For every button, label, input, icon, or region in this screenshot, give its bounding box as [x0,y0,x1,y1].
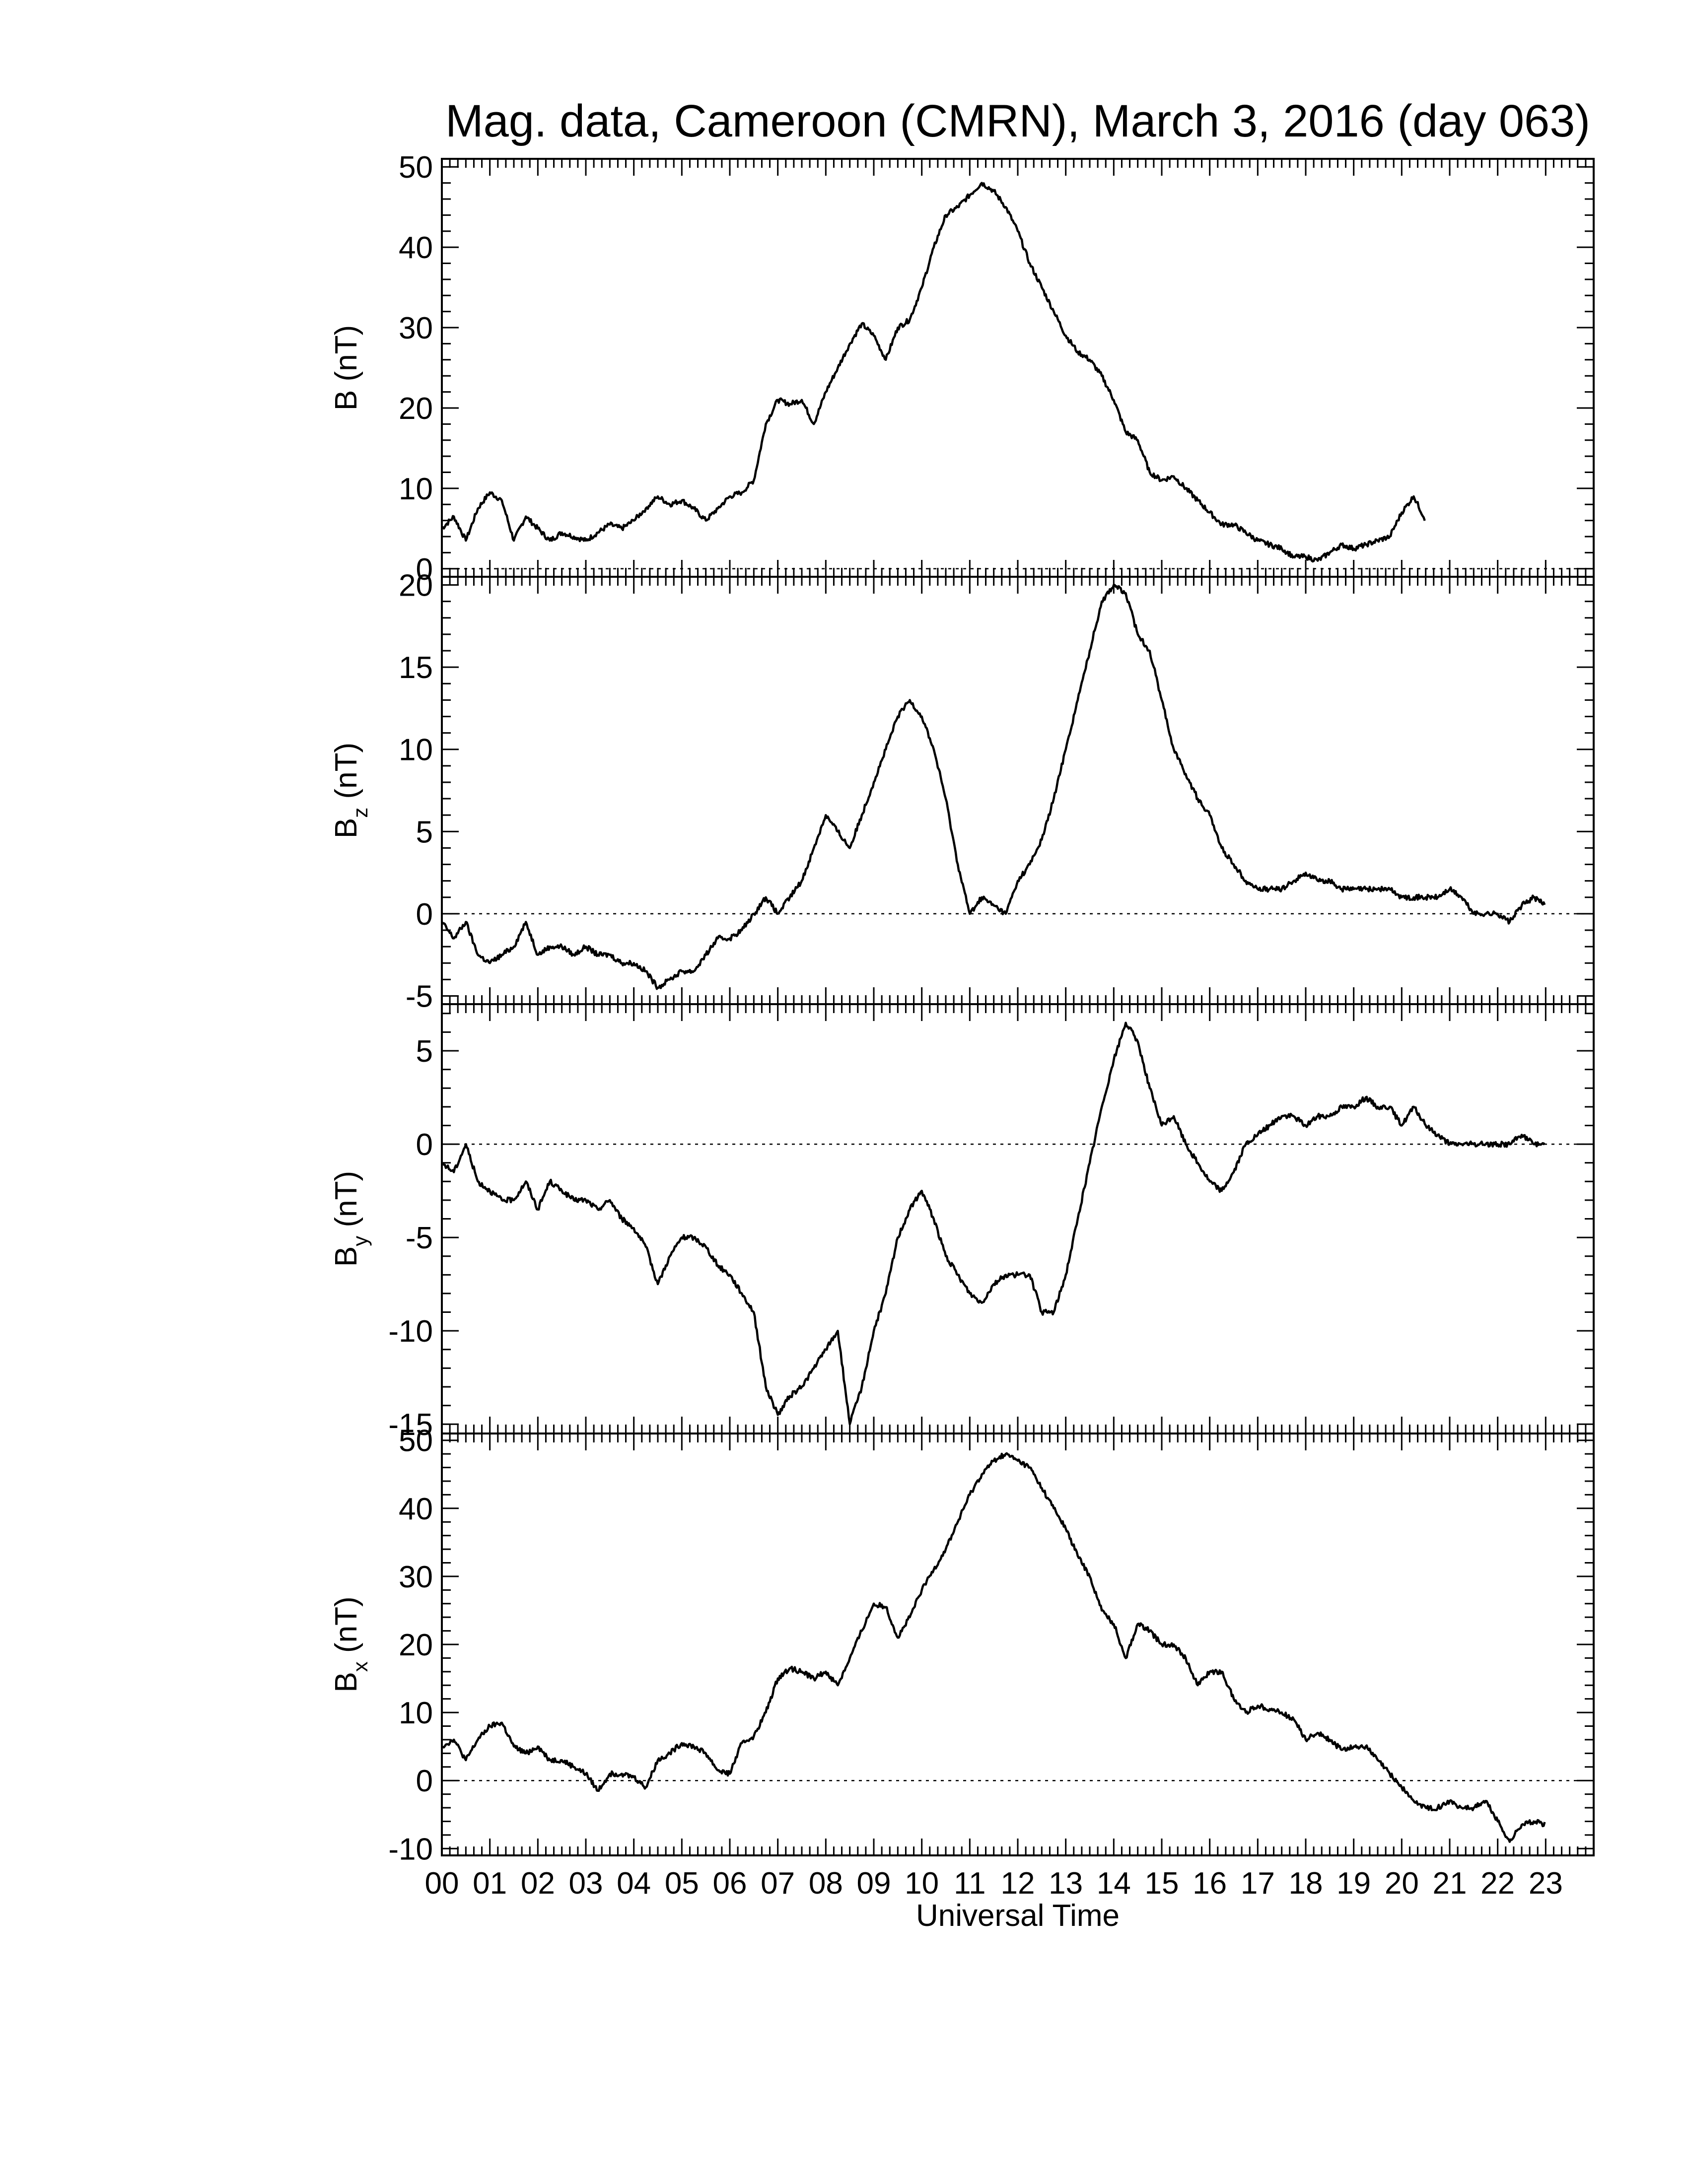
y-axis-label-main: B [329,818,363,838]
x-tick-label: 02 [521,1866,555,1901]
x-tick-label: 16 [1193,1866,1227,1901]
y-tick-label: 10 [399,733,433,767]
series-line [441,182,1426,563]
y-tick-label: 40 [399,1492,433,1526]
y-axis-label: Bz (nT) [329,743,372,838]
y-tick-label: 5 [416,1034,433,1069]
y-axis-label-subscript: z [349,808,372,818]
y-tick-label: 50 [399,1424,433,1458]
x-tick-labels: 00 01 02 03 04 05 06 07 08 09 10 11 12 13 14 15 16 17 18 19… [425,1866,1563,1901]
x-tick-label: 08 [809,1866,843,1901]
x-tick-label: 12 [1001,1866,1035,1901]
y-tick-label: 20 [399,1628,433,1662]
x-tick-label: 13 [1049,1866,1083,1901]
y-tick-label: -10 [388,1832,433,1866]
y-axis-label-unit: (nT) [329,743,363,808]
y-tick-label: 20 [399,392,433,426]
y-axis-label-unit: (nT) [329,1171,363,1236]
x-tick-label: 07 [761,1866,795,1901]
x-tick-label: 05 [665,1866,699,1901]
y-tick-label: 30 [399,311,433,345]
y-tick-label: 0 [416,897,433,932]
panel-2: -5 0 5 10 15 20 Bz (nT) [329,569,1595,1014]
panel-frame [441,1003,1595,1434]
panel-1: 0 10 20 30 40 50 B (nT) [329,150,1595,587]
y-tick-label: 0 [416,1128,433,1162]
y-tick-label: -5 [406,979,433,1014]
y-tick-label: 15 [399,651,433,685]
y-tick-label: 0 [416,1764,433,1798]
y-tick-label: 0 [416,552,433,587]
x-tick-label: 21 [1433,1866,1467,1901]
panel-4: -10 0 10 20 30 40 50 Bx (nT) [329,1424,1595,1866]
x-tick-label: 22 [1480,1866,1515,1901]
x-tick-label: 01 [473,1866,507,1901]
y-tick-label: 40 [399,231,433,265]
y-axis-label-subscript: x [349,1661,372,1672]
x-tick-label: 06 [713,1866,747,1901]
y-tick-label: 10 [399,1696,433,1730]
x-tick-label: 11 [954,1866,985,1901]
y-axis-label: By (nT) [329,1171,372,1267]
x-tick-label: 14 [1097,1866,1131,1901]
y-tick-label: -10 [388,1314,433,1349]
x-tick-label: 09 [857,1866,891,1901]
x-tick-label: 03 [569,1866,603,1901]
panel-3: -15 -10 -5 0 5 By (nT) [329,1003,1595,1442]
y-axis-label-main: B [329,1672,363,1692]
y-axis-label: B (nT) [329,325,363,410]
x-tick-label: 23 [1529,1866,1563,1901]
chart-title: Mag. data, Cameroon (CMRN), March 3, 201… [445,96,1590,146]
x-tick-label: 00 [425,1866,459,1901]
y-tick-label: 30 [399,1560,433,1594]
x-tick-label: 04 [617,1866,651,1901]
y-axis-label-unit: (nT) [329,1596,363,1661]
x-tick-label: 20 [1385,1866,1419,1901]
y-tick-label: 10 [399,472,433,506]
panel-frame [441,1433,1595,1856]
series-line [441,1452,1546,1843]
y-tick-label: 5 [416,815,433,849]
series-line [441,1022,1546,1426]
x-tick-label: 19 [1336,1866,1371,1901]
y-axis-label-unit: (nT) [329,325,363,390]
x-tick-label: 17 [1241,1866,1275,1901]
y-tick-label: 50 [399,150,433,185]
y-tick-label: -15 [388,1408,433,1442]
x-tick-label: 15 [1145,1866,1179,1901]
panel-frame [441,576,1595,1005]
x-axis-label: Universal Time [916,1899,1120,1933]
x-tick-label: 10 [905,1866,939,1901]
y-axis-label-main: B [329,1246,363,1267]
series-line [441,584,1546,990]
y-axis-label-main: B [329,390,363,410]
y-axis-label-subscript: y [349,1236,372,1246]
y-tick-label: -5 [406,1221,433,1255]
x-tick-label: 18 [1289,1866,1323,1901]
y-axis-label: Bx (nT) [329,1596,372,1692]
y-tick-label: 20 [399,569,433,603]
